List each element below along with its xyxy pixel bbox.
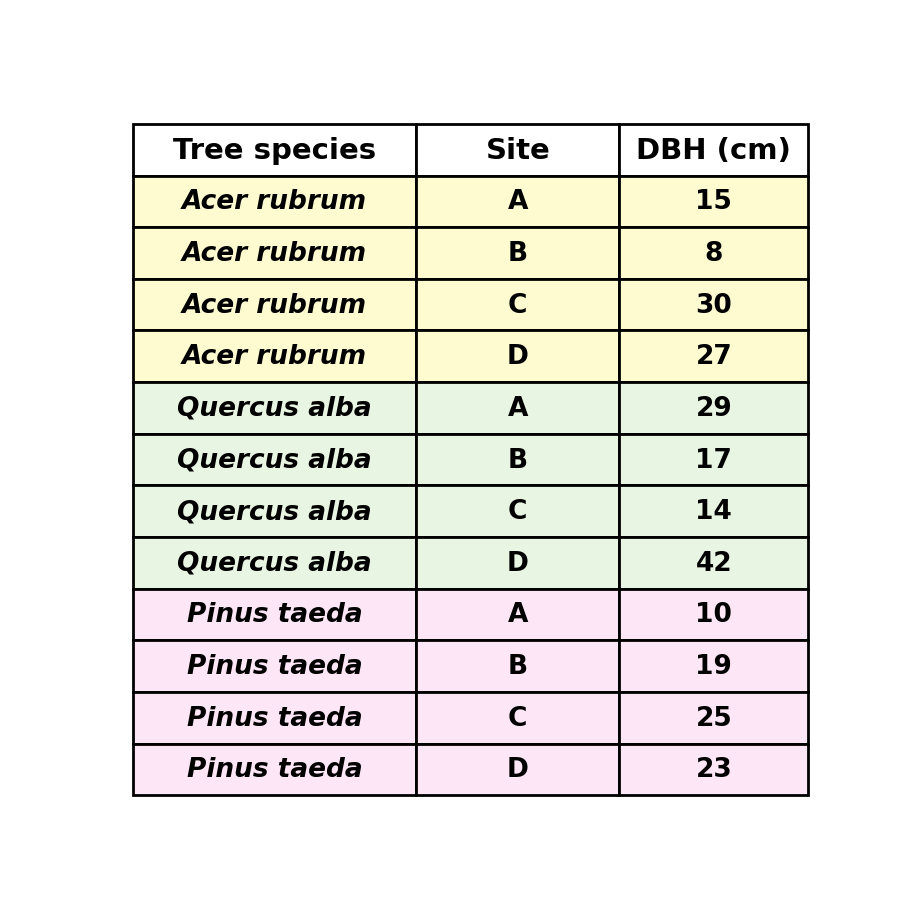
Bar [619, 280, 809, 331]
Text: D: D [507, 550, 529, 577]
Bar [132, 125, 417, 177]
Text: C: C [508, 292, 528, 318]
Text: 42: 42 [696, 550, 732, 577]
Bar [417, 280, 619, 331]
Bar [132, 435, 417, 486]
Text: D: D [507, 756, 529, 783]
Text: Acer rubrum: Acer rubrum [182, 189, 367, 215]
Bar [417, 743, 619, 795]
Text: A: A [508, 395, 528, 422]
Bar [417, 125, 619, 177]
Text: Site: Site [486, 137, 550, 165]
Bar [132, 640, 417, 692]
Text: DBH (cm): DBH (cm) [636, 137, 791, 165]
Text: 27: 27 [696, 343, 733, 370]
Text: B: B [508, 653, 528, 680]
Bar [417, 640, 619, 692]
Text: Quercus alba: Quercus alba [177, 395, 372, 422]
Bar [619, 486, 809, 537]
Text: Tree species: Tree species [173, 137, 376, 165]
Text: Pinus taeda: Pinus taeda [186, 705, 363, 731]
Bar [619, 435, 809, 486]
Bar [132, 486, 417, 537]
Bar [417, 383, 619, 435]
Text: Acer rubrum: Acer rubrum [182, 292, 367, 318]
Text: Acer rubrum: Acer rubrum [182, 343, 367, 370]
Bar [619, 589, 809, 640]
Bar [132, 589, 417, 640]
Text: 14: 14 [696, 498, 733, 525]
Bar [619, 692, 809, 743]
Bar [132, 383, 417, 435]
Bar [132, 331, 417, 383]
Text: 19: 19 [695, 653, 733, 680]
Bar [417, 486, 619, 537]
Bar [619, 383, 809, 435]
Text: Pinus taeda: Pinus taeda [186, 756, 363, 783]
Text: 10: 10 [695, 602, 733, 628]
Text: 23: 23 [696, 756, 733, 783]
Bar [417, 589, 619, 640]
Bar [619, 228, 809, 280]
Text: Pinus taeda: Pinus taeda [186, 653, 363, 680]
Text: D: D [507, 343, 529, 370]
Bar [417, 331, 619, 383]
Text: Quercus alba: Quercus alba [177, 498, 372, 525]
Text: A: A [508, 602, 528, 628]
Bar [619, 743, 809, 795]
Bar [132, 228, 417, 280]
Text: C: C [508, 705, 528, 731]
Text: 8: 8 [705, 241, 723, 267]
Bar [417, 435, 619, 486]
Text: B: B [508, 447, 528, 473]
Bar [619, 537, 809, 589]
Text: 30: 30 [696, 292, 733, 318]
Text: C: C [508, 498, 528, 525]
Bar [619, 331, 809, 383]
Bar [619, 640, 809, 692]
Text: Pinus taeda: Pinus taeda [186, 602, 363, 628]
Text: 25: 25 [696, 705, 733, 731]
Text: Acer rubrum: Acer rubrum [182, 241, 367, 267]
Text: 29: 29 [696, 395, 733, 422]
Text: 15: 15 [695, 189, 733, 215]
Bar [417, 692, 619, 743]
Bar [619, 125, 809, 177]
Bar [132, 280, 417, 331]
Text: 17: 17 [695, 447, 733, 473]
Bar [417, 537, 619, 589]
Text: Quercus alba: Quercus alba [177, 550, 372, 577]
Bar [417, 177, 619, 228]
Text: A: A [508, 189, 528, 215]
Bar [132, 692, 417, 743]
Bar [417, 228, 619, 280]
Bar [132, 743, 417, 795]
Text: Quercus alba: Quercus alba [177, 447, 372, 473]
Bar [619, 177, 809, 228]
Bar [132, 537, 417, 589]
Text: B: B [508, 241, 528, 267]
Bar [132, 177, 417, 228]
